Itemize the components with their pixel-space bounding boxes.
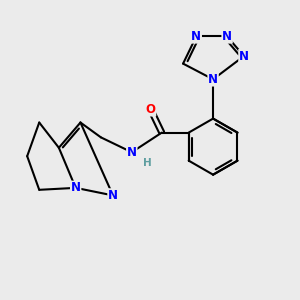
Text: H: H [143,158,152,169]
Text: N: N [208,73,218,86]
Text: N: N [71,182,81,194]
Text: N: N [127,146,137,159]
Text: N: N [108,189,118,202]
Text: O: O [146,103,156,116]
Text: N: N [191,30,201,43]
Text: N: N [239,50,249,63]
Text: N: N [222,30,232,43]
